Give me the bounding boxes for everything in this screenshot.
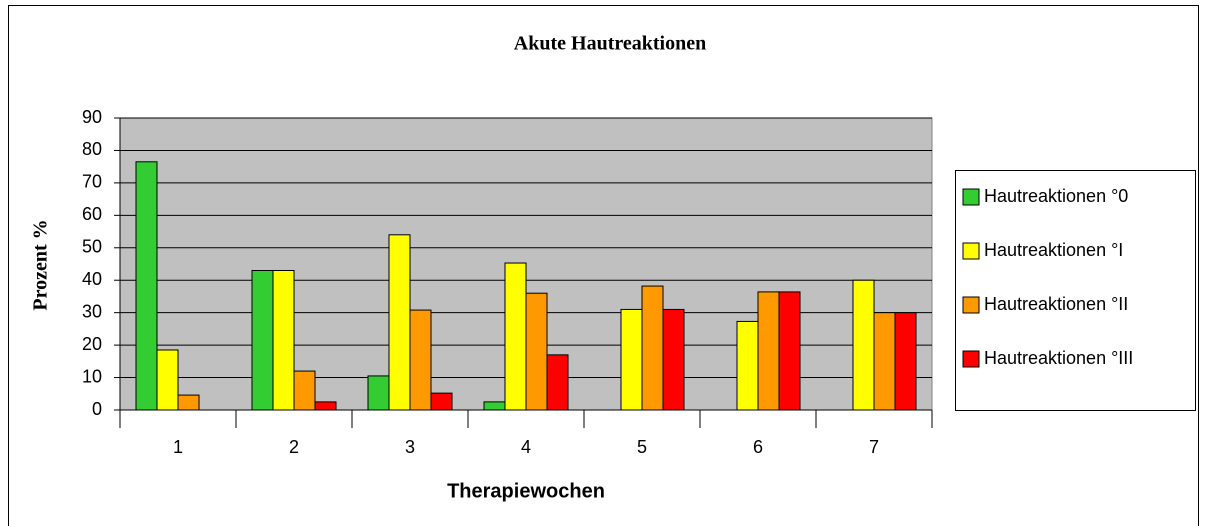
bar [873,312,896,411]
legend-label: Hautreaktionen °III [984,348,1133,368]
bar [894,312,917,411]
bar [620,308,643,411]
legend-label: Hautreaktionen °0 [984,186,1128,206]
x-tick-label: 6 [753,437,763,457]
bar [525,292,548,411]
y-axis-label: Prozent % [30,219,52,310]
bar [135,161,158,411]
legend-swatch [962,296,980,314]
y-tick-label: 20 [82,334,102,354]
x-axis-label: Therapiewochen [447,480,605,502]
legend-swatch [962,350,980,368]
bar [504,262,527,411]
legend [955,170,1196,411]
x-tick-label: 3 [405,437,415,457]
x-tick-label: 1 [173,437,183,457]
y-tick-label: 0 [92,399,102,419]
bar [662,308,685,411]
bar [409,309,432,411]
bar [736,320,759,411]
bar [852,279,875,411]
bar [251,269,274,411]
y-tick-label: 80 [82,139,102,159]
bar [177,394,200,411]
legend-label: Hautreaktionen °II [984,294,1128,314]
x-tick-label: 2 [289,437,299,457]
chart-title: Akute Hautreaktionen [514,33,706,55]
bar [314,401,337,411]
bar [367,375,390,411]
x-tick-label: 5 [637,437,647,457]
bar [430,392,453,411]
bar [778,291,801,411]
y-tick-label: 60 [82,204,102,224]
bar [156,349,179,411]
x-tick-label: 7 [869,437,879,457]
y-tick-label: 30 [82,301,102,321]
bar [388,234,411,411]
legend-label: Hautreaktionen °I [984,240,1123,260]
bar [293,370,316,411]
x-tick-label: 4 [521,437,531,457]
y-tick-label: 50 [82,237,102,257]
legend-swatch [962,188,980,206]
legend-swatch [962,242,980,260]
y-tick-label: 40 [82,269,102,289]
bar [272,269,295,411]
y-tick-label: 90 [82,107,102,127]
bar [483,401,506,411]
bar [757,291,780,411]
bar [546,354,569,411]
y-tick-label: 70 [82,172,102,192]
bar [641,285,664,411]
y-tick-label: 10 [82,366,102,386]
